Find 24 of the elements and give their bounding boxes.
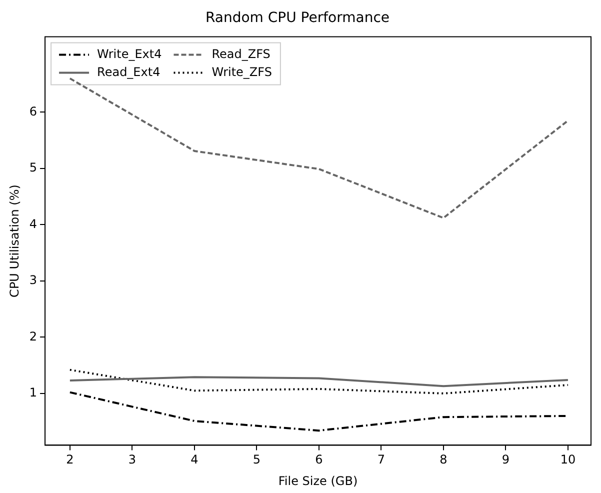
x-tick-label: 9	[502, 452, 510, 467]
legend-label: Write_ZFS	[212, 64, 272, 79]
x-tick-label: 4	[190, 452, 198, 467]
x-axis-title: File Size (GB)	[278, 474, 358, 488]
legend-label: Read_Ext4	[97, 64, 160, 79]
y-tick-label: 5	[29, 160, 38, 175]
y-tick-label: 6	[29, 104, 38, 118]
y-tick-label: 3	[29, 273, 38, 288]
line-series	[68, 368, 569, 394]
legend-label: Write_Ext4	[97, 46, 162, 61]
y-tick-label: 4	[29, 216, 38, 231]
x-tick-label: 7	[377, 452, 386, 467]
chart-title: Random CPU Performance	[205, 10, 390, 26]
legend-label: Read_ZFS	[212, 46, 270, 61]
x-tick-label: 5	[252, 452, 261, 467]
x-tick-label: 6	[315, 452, 323, 467]
x-tick-label: 10	[560, 452, 576, 467]
line-series	[68, 77, 569, 219]
y-tick-label: 1	[29, 386, 38, 400]
x-tick-label: 2	[66, 452, 74, 467]
y-axis-title: CPU Utilisation (%)	[7, 184, 22, 298]
x-tick-label: 8	[440, 452, 448, 467]
y-tick-label: 2	[29, 329, 38, 344]
x-tick-label: 3	[128, 452, 136, 467]
